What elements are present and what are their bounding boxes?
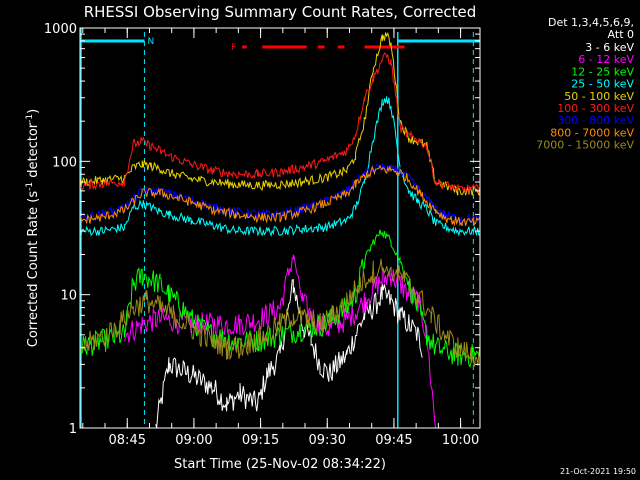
y-axis-label-mid: detector xyxy=(26,122,41,182)
legend-entry: 100 - 300 keV xyxy=(557,102,634,115)
plot-frame xyxy=(79,27,481,429)
chart-title: RHESSI Observing Summary Count Rates, Co… xyxy=(84,3,477,21)
series-line-25-50-kev xyxy=(79,96,481,238)
x-tick-label: 09:00 xyxy=(175,433,212,448)
legend-header: Det 1,3,4,5,6,9, Att 0 xyxy=(548,16,634,41)
y-axis-label-sup-2: -1 xyxy=(25,114,35,123)
legend-entry: 6 - 12 keV xyxy=(578,53,634,66)
night-flag-label: N xyxy=(148,37,155,47)
x-tick-label: 09:30 xyxy=(309,433,346,448)
axes: 1 10 100 1000 08:45 09:00 09:15 09:30 09:45 10:00 xyxy=(44,22,481,448)
series-line-7000-15000-kev xyxy=(79,258,481,367)
x-tick-label: 09:45 xyxy=(375,433,412,448)
generated-timestamp: 21-Oct-2021 19:50 xyxy=(560,467,636,476)
x-tick-label: 08:45 xyxy=(109,433,146,448)
legend-entry: 800 - 7000 keV xyxy=(550,126,634,139)
legend-header-line-2: Att 0 xyxy=(608,28,634,41)
series-line-100-300-kev xyxy=(79,52,481,195)
flag-bar: NF xyxy=(80,28,480,428)
y-axis-label-main: Corrected Count Rate (s xyxy=(26,191,41,348)
flare-flag-label: F xyxy=(231,43,236,53)
y-tick-label: 100 xyxy=(52,155,77,170)
legend-entry: 25 - 50 keV xyxy=(571,78,634,91)
legend-entry: 50 - 100 keV xyxy=(564,90,634,103)
series-line-12-25-kev xyxy=(79,229,481,368)
y-axis-label: Corrected Count Rate (s-1 detector-1) xyxy=(25,109,41,347)
series-line-800-7000-kev xyxy=(79,164,481,227)
series-line-6-12-kev xyxy=(123,254,437,429)
legend-entry: 3 - 6 keV xyxy=(585,41,634,54)
series-line-3-6-kev xyxy=(155,279,423,428)
y-axis-label-end: ) xyxy=(26,109,41,114)
x-tick-label: 09:15 xyxy=(242,433,279,448)
legend-entry: 12 - 25 keV xyxy=(571,65,634,78)
y-tick-label: 10 xyxy=(60,289,77,304)
legend-entry: 7000 - 15000 keV xyxy=(536,139,634,152)
series-line-300-800-kev xyxy=(79,163,481,224)
x-tick-label: 10:00 xyxy=(442,433,479,448)
legend-entry: 300 - 800 keV xyxy=(557,114,634,127)
legend-header-line-1: Det 1,3,4,5,6,9, xyxy=(548,16,634,29)
series-layer xyxy=(79,31,481,429)
y-axis-label-sup-1: -1 xyxy=(25,182,35,191)
series-line-50-100-kev xyxy=(79,31,481,196)
y-tick-label: 1000 xyxy=(44,22,77,37)
x-axis-label: Start Time (25-Nov-02 08:34:22) xyxy=(174,457,386,472)
y-tick-label: 1 xyxy=(69,422,77,437)
